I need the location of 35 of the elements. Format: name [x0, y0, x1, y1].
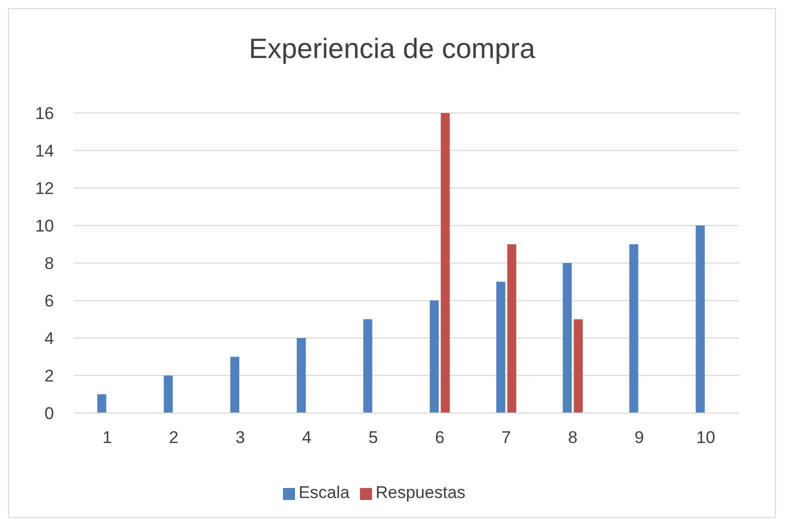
bar: [562, 263, 572, 413]
y-tick-label: 2: [44, 366, 54, 386]
bar: [507, 244, 516, 413]
x-tick-label: 3: [236, 428, 245, 448]
bar: [629, 244, 638, 413]
y-tick-label: 14: [35, 142, 54, 161]
x-tick-label: 7: [502, 428, 511, 448]
bar: [164, 376, 173, 413]
bar: [230, 356, 240, 413]
bar: [430, 300, 439, 413]
bar: [574, 319, 583, 413]
y-tick-label: 10: [35, 216, 54, 236]
y-tick-label: 6: [44, 292, 54, 311]
y-tick-label: 0: [44, 404, 54, 424]
bar: [296, 338, 306, 413]
bar: [496, 282, 506, 413]
chart-title: Experiencia de compra: [248, 32, 536, 66]
y-tick-label: 16: [35, 104, 54, 124]
x-tick-label: 8: [568, 428, 578, 448]
bar: [696, 226, 705, 413]
y-tick-label: 4: [44, 329, 54, 348]
x-tick-label: 5: [368, 428, 378, 448]
bar: [97, 394, 106, 413]
x-tick-label: 9: [634, 428, 644, 448]
x-tick-label: 4: [302, 428, 312, 448]
x-tick-label: 1: [102, 428, 112, 448]
y-tick-label: 8: [44, 254, 54, 274]
bar: [440, 113, 450, 413]
legend-label: Escala: [298, 483, 350, 502]
bar: [363, 319, 372, 413]
legend-label: Respuestas: [376, 483, 466, 502]
x-tick-label: 10: [696, 428, 716, 448]
x-tick-label: 6: [435, 428, 444, 448]
x-tick-label: 2: [169, 428, 178, 448]
y-tick-label: 12: [35, 179, 54, 198]
